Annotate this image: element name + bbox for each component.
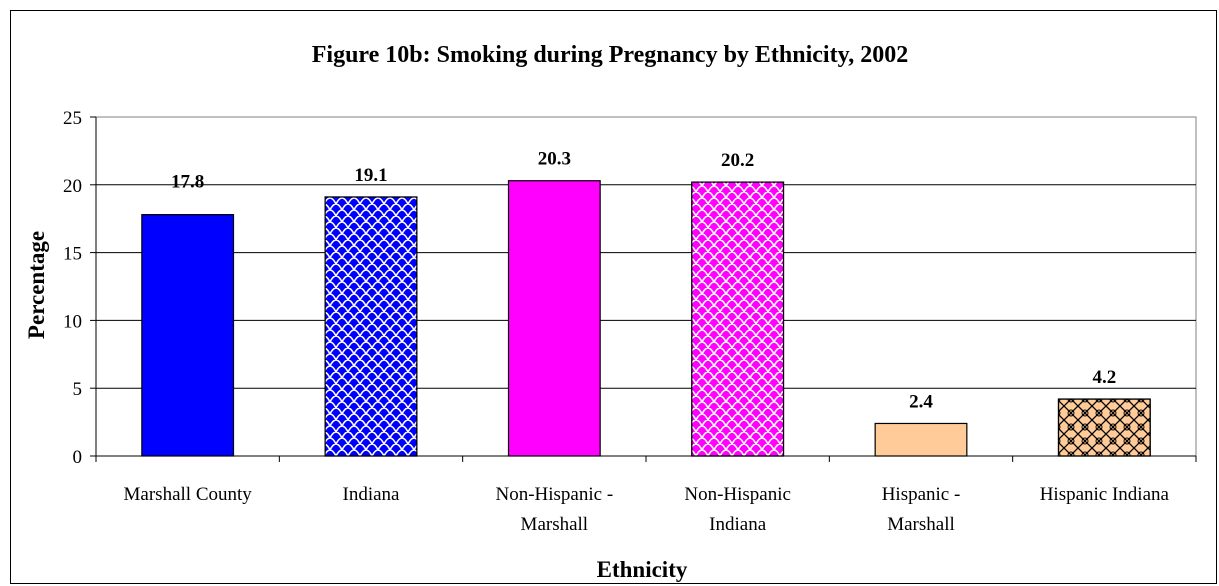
x-axis-label: Ethnicity	[597, 557, 688, 582]
y-tick-label: 25	[63, 108, 82, 129]
data-label: 4.2	[1092, 367, 1116, 388]
y-tick-label: 15	[63, 244, 82, 265]
bar-pattern	[1057, 398, 1151, 457]
plot-border	[95, 116, 1197, 457]
bar-pattern	[691, 181, 785, 457]
x-category-label: Indiana	[343, 484, 401, 505]
data-label: 2.4	[909, 391, 933, 412]
x-category-label: Hispanic Indiana	[1040, 484, 1170, 505]
data-label: 17.8	[171, 172, 204, 193]
x-category-label: Non-Hispanic	[684, 484, 791, 505]
data-label: 20.3	[538, 149, 571, 170]
chart-title: Figure 10b: Smoking during Pregnancy by …	[312, 42, 909, 68]
x-category-label: Non-Hispanic -	[495, 484, 613, 505]
x-category-label: Indiana	[709, 514, 767, 535]
y-tick-label: 0	[73, 447, 83, 468]
data-label: 20.2	[721, 150, 754, 171]
bar	[141, 214, 235, 457]
y-tick-label: 10	[63, 311, 82, 332]
bar	[874, 422, 968, 457]
x-category-label: Marshall County	[124, 484, 253, 505]
x-category-label: Marshall	[521, 514, 589, 535]
y-tick-label: 20	[63, 176, 82, 197]
y-axis-label: Percentage	[24, 231, 49, 339]
x-category-label: Marshall	[887, 514, 955, 535]
bar	[507, 180, 601, 457]
x-category-label: Hispanic -	[882, 484, 961, 505]
bar-pattern	[324, 196, 418, 457]
data-label: 19.1	[354, 165, 387, 186]
plot-area: 0 5 10 15 20 25 17.8 Marshall County 19.1 Indiana…	[63, 108, 1197, 535]
y-tick-label: 5	[73, 379, 83, 400]
